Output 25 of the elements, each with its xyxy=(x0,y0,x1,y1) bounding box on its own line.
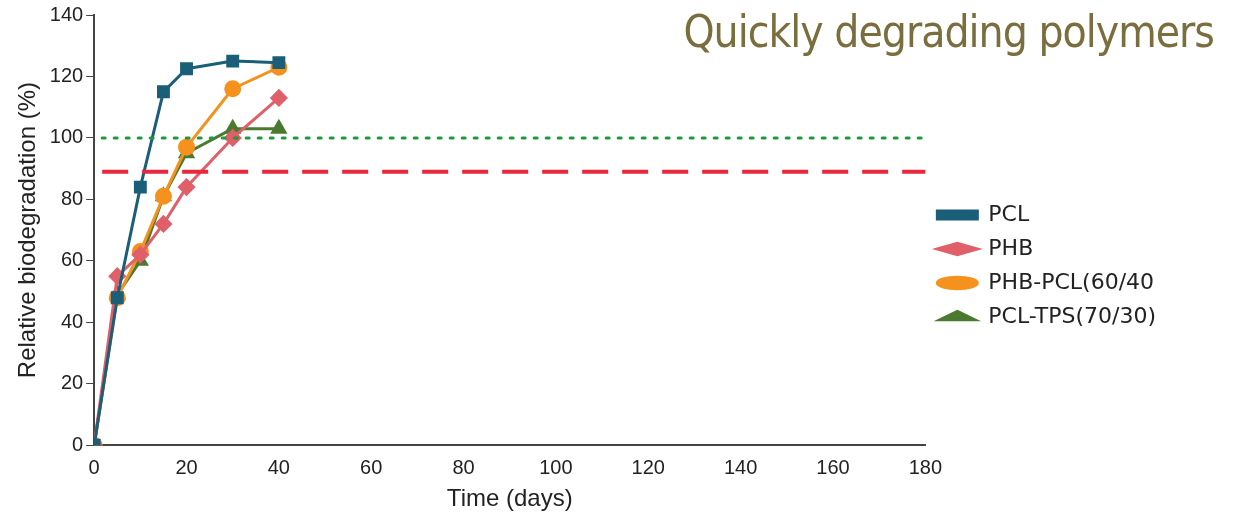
x-tick-label: 140 xyxy=(723,455,758,478)
x-tick-label: 80 xyxy=(452,455,475,478)
x-tick-label: 180 xyxy=(908,455,943,478)
x-axis-title: Time (days) xyxy=(446,484,573,512)
y-tick-label: 120 xyxy=(49,63,84,86)
x-tick-label: 120 xyxy=(631,455,665,478)
y-tick-label: 100 xyxy=(49,125,84,148)
x-tick-label: 100 xyxy=(539,455,573,478)
legend-label: PCL xyxy=(988,200,1030,226)
chart-title: Quickly degrading polymers xyxy=(683,6,1214,57)
y-tick-label: 0 xyxy=(72,432,84,455)
x-tick-label: 20 xyxy=(175,455,198,478)
legend-label: PHB xyxy=(988,234,1034,260)
x-tick-label: 0 xyxy=(88,455,100,478)
y-tick-label: 40 xyxy=(60,309,84,332)
x-tick-label: 160 xyxy=(816,455,850,478)
x-tick-label: 60 xyxy=(360,455,383,478)
y-tick-label: 20 xyxy=(60,371,84,394)
y-axis-title: Relative biodegradation (%) xyxy=(13,82,41,379)
x-tick-label: 40 xyxy=(267,455,290,478)
y-tick-label: 140 xyxy=(49,2,84,25)
y-tick-label: 80 xyxy=(60,186,84,209)
y-tick-label: 60 xyxy=(60,248,84,271)
legend-label: PHB-PCL(60/40 xyxy=(988,268,1155,294)
legend-label: PCL-TPS(70/30) xyxy=(988,302,1156,328)
